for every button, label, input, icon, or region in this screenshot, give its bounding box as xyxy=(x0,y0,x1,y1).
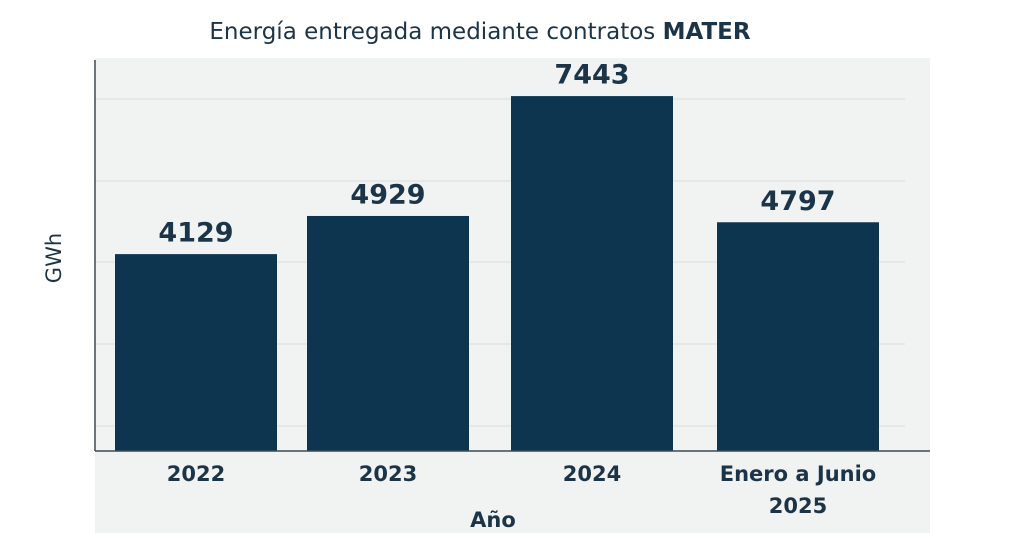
y-axis-label: GWh xyxy=(42,233,66,283)
value-label: 4129 xyxy=(158,218,233,249)
x-tick-label: 2024 xyxy=(562,462,622,486)
chart-title: Energía entregada mediante contratos MAT… xyxy=(209,19,751,45)
bar xyxy=(307,215,469,451)
bar xyxy=(511,96,673,451)
x-axis-label: Año xyxy=(470,508,516,532)
value-label: 4797 xyxy=(760,186,835,217)
x-tick-label: 2023 xyxy=(358,462,418,486)
value-label: 7443 xyxy=(554,60,629,91)
title-text: Energía entregada mediante contratos xyxy=(209,19,655,45)
x-tick-label: Enero a Junio 2025 xyxy=(719,462,877,518)
x-tick-label: 2022 xyxy=(166,462,226,486)
bar xyxy=(717,222,879,451)
title-emphasis: MATER xyxy=(663,19,751,45)
bar xyxy=(115,254,277,451)
value-label: 4929 xyxy=(350,179,425,210)
